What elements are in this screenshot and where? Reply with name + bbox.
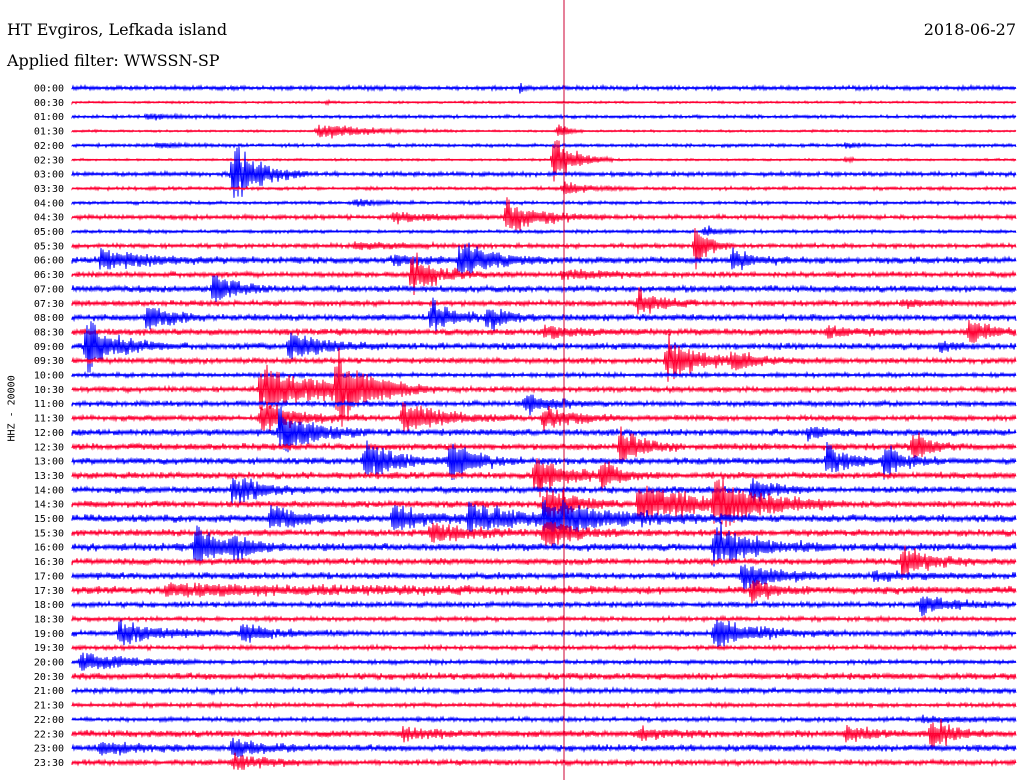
row-label: 12:30 [34,442,64,453]
trace-row-1730 [71,580,1017,604]
row-label: 01:00 [34,112,64,123]
row-label: 19:00 [34,629,64,640]
row-label: 03:30 [34,184,64,195]
row-label: 08:00 [34,313,64,324]
row-label: 23:00 [34,744,64,755]
row-label: 19:30 [34,643,64,654]
row-label: 12:00 [34,428,64,439]
row-label: 16:30 [34,557,64,568]
row-label: 10:00 [34,371,64,382]
row-label: 06:00 [34,256,64,267]
row-label: 01:30 [34,127,64,138]
row-label: 07:30 [34,299,64,310]
row-label: 15:00 [34,514,64,525]
row-label: 23:30 [34,758,64,769]
row-label: 05:30 [34,241,64,252]
row-label: 13:00 [34,457,64,468]
row-label: 08:30 [34,327,64,338]
row-label: 07:00 [34,284,64,295]
trace-row-0500 [71,225,1017,236]
row-label: 17:30 [34,586,64,597]
row-label: 17:00 [34,571,64,582]
row-label: 11:30 [34,414,64,425]
station-title: HT Evgiros, Lefkada island [7,20,228,39]
row-label: 21:30 [34,701,64,712]
row-label: 09:00 [34,342,64,353]
row-label: 14:30 [34,500,64,511]
row-label: 09:30 [34,356,64,367]
trace-row-1030 [71,347,1017,427]
row-label: 15:30 [34,528,64,539]
row-label-group: 00:00 00:30 01:00 01:30 02:00 02:30 03:00 03:30… [34,84,64,769]
row-label: 04:00 [34,198,64,209]
row-label: 16:00 [34,543,64,554]
row-label: 00:30 [34,98,64,109]
row-label: 03:00 [34,170,64,181]
row-label: 20:00 [34,658,64,669]
row-label: 14:00 [34,485,64,496]
trace-row-1800 [71,596,1017,617]
date-label: 2018-06-27 [923,20,1016,39]
row-label: 21:00 [34,686,64,697]
trace-group [71,83,1017,770]
filter-label: Applied filter: WWSSN-SP [7,51,220,70]
row-label: 20:30 [34,672,64,683]
row-label: 10:30 [34,385,64,396]
row-label: 22:30 [34,729,64,740]
trace-row-2330 [71,752,1017,770]
row-label: 13:30 [34,471,64,482]
row-label: 11:00 [34,399,64,410]
row-label: 00:00 [34,84,64,95]
row-label: 02:00 [34,141,64,152]
row-label: 18:00 [34,600,64,611]
row-label: 22:00 [34,715,64,726]
trace-row-1100 [71,394,1017,416]
row-label: 04:30 [34,213,64,224]
row-label: 06:30 [34,270,64,281]
row-label: 05:00 [34,227,64,238]
row-label: 18:30 [34,614,64,625]
row-label: 02:30 [34,155,64,166]
